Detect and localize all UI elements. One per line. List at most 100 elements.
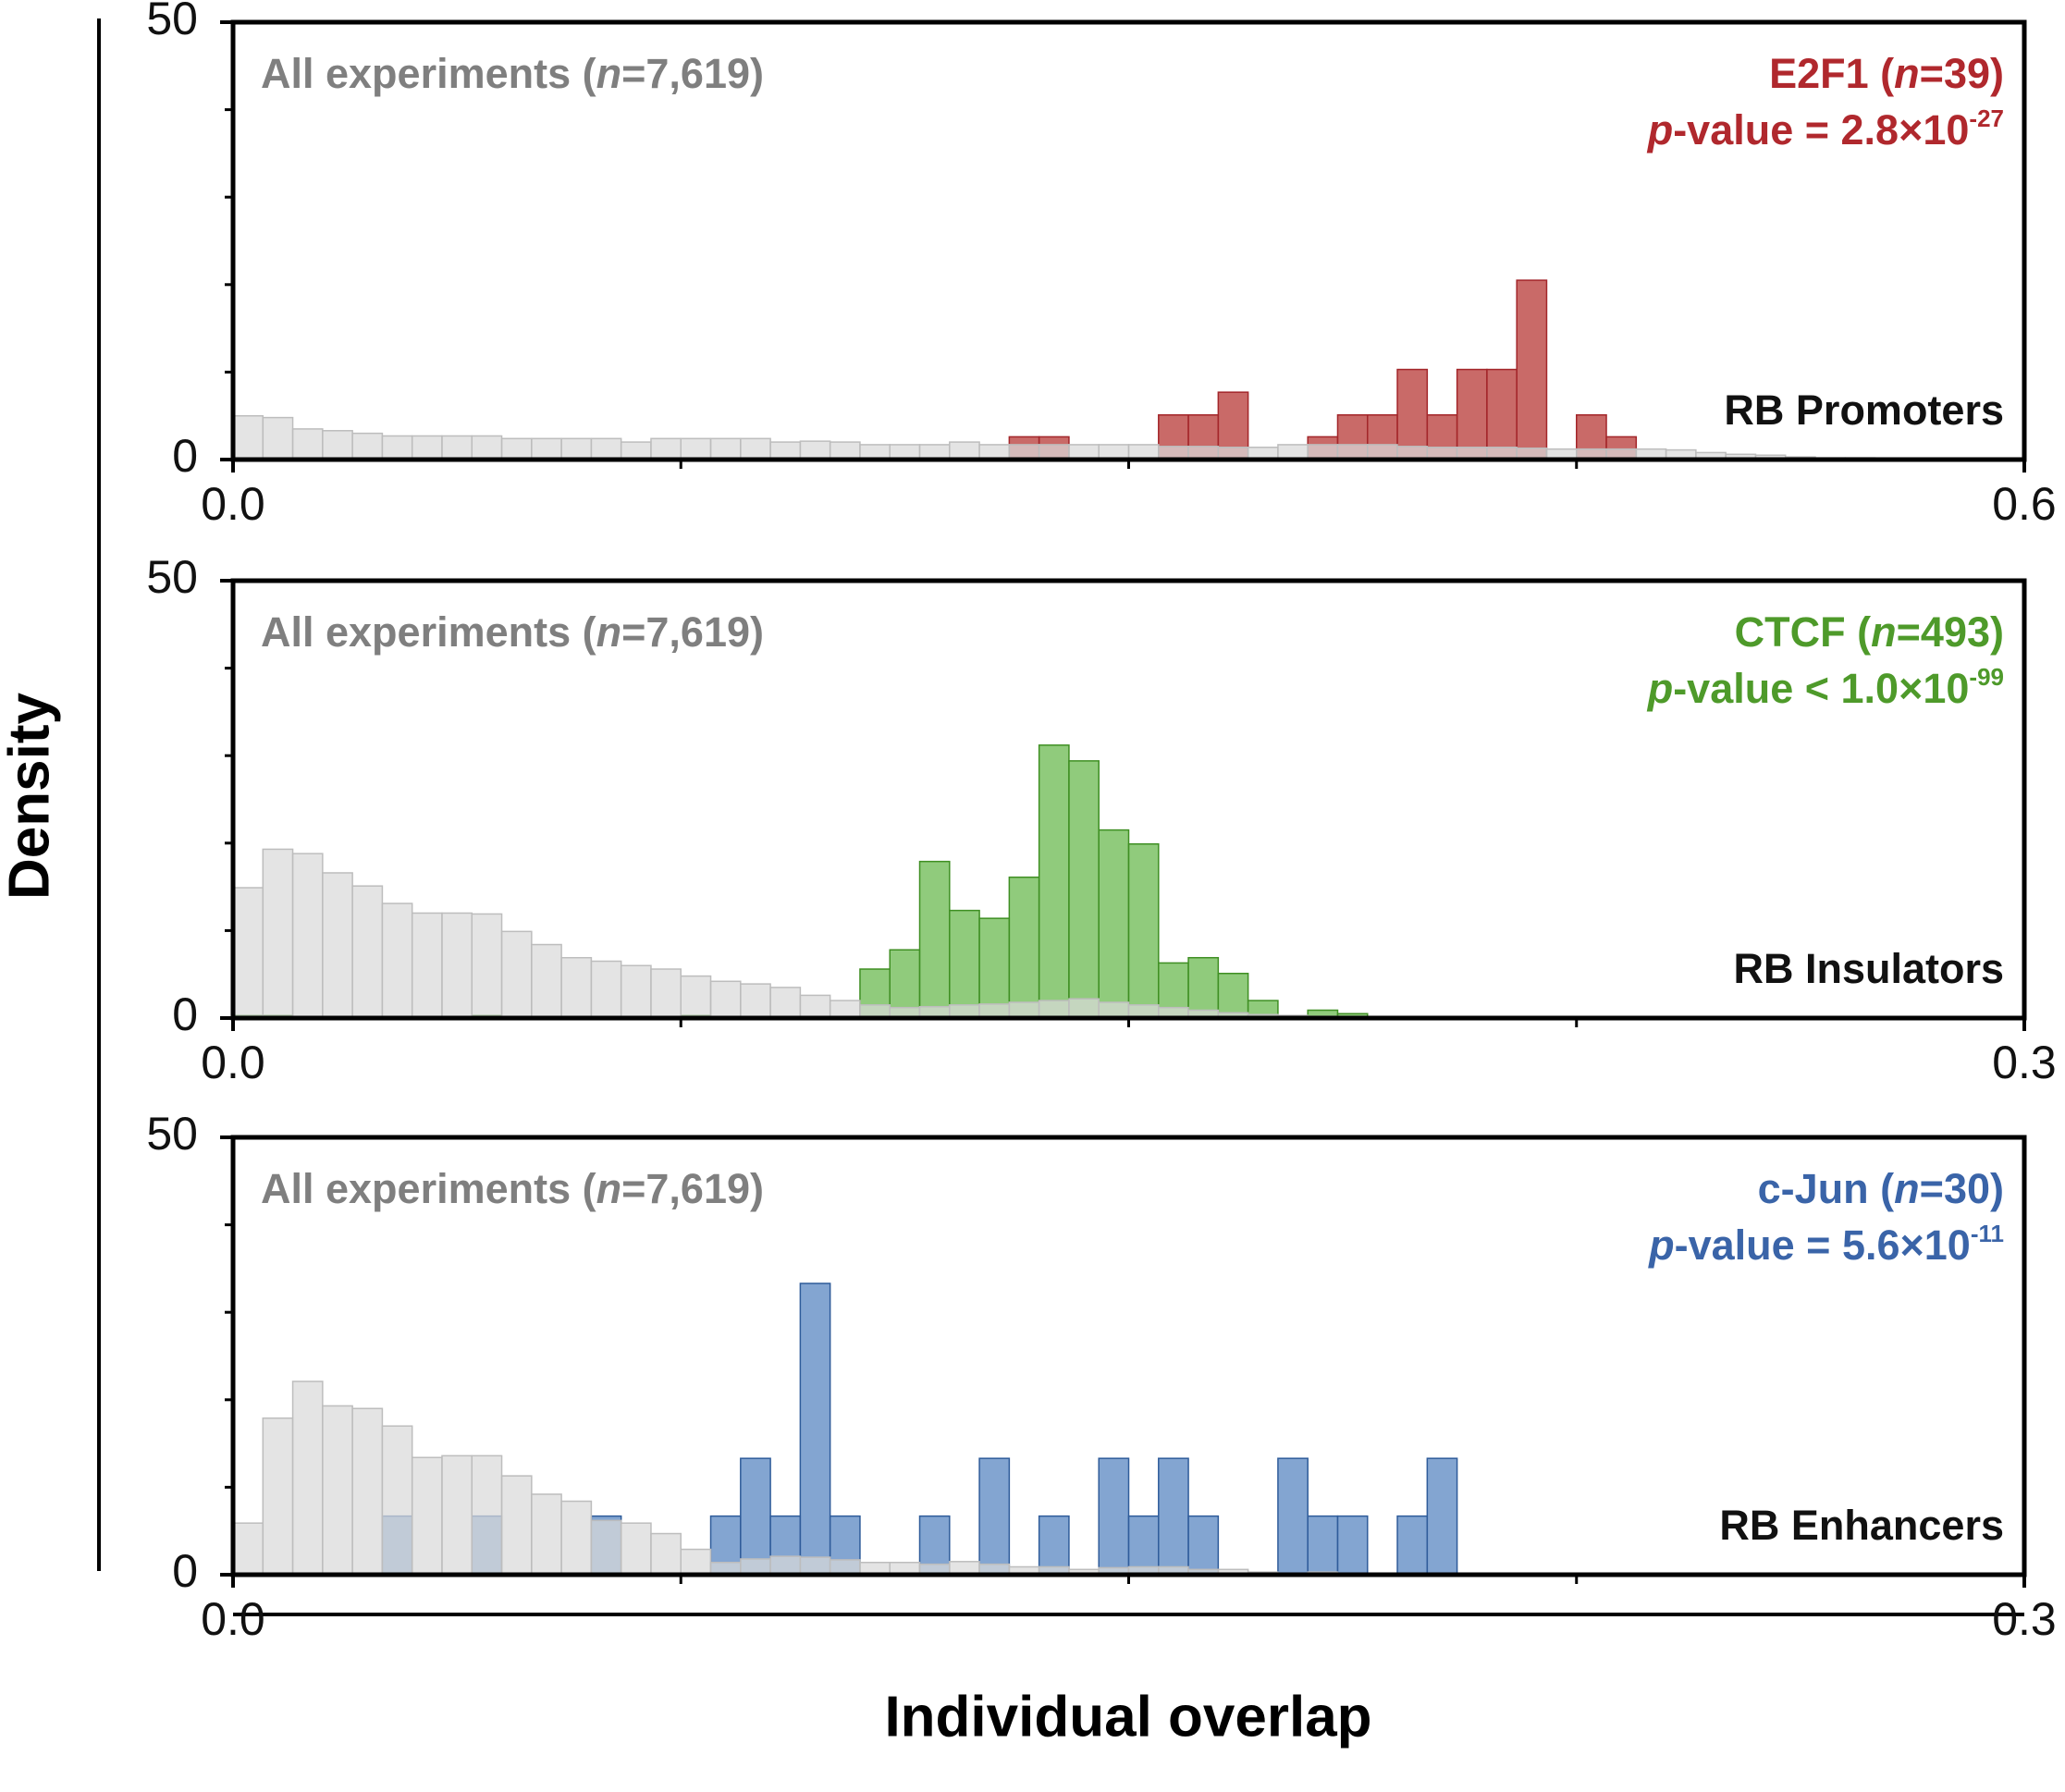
- histogram-bar: [531, 1493, 562, 1576]
- histogram-bar: [322, 872, 353, 1019]
- histogram-bar: [590, 437, 622, 460]
- histogram-bar: [799, 994, 831, 1019]
- histogram-bar: [949, 909, 980, 1019]
- histogram-bar: [799, 440, 831, 460]
- p-value: p-value = 5.6×10-11: [1648, 1220, 2004, 1269]
- y-tick-label: 50: [146, 1108, 198, 1160]
- text-run: -27: [1969, 104, 2004, 132]
- histogram-bar: [620, 964, 652, 1019]
- text-run: =7,619): [621, 50, 764, 97]
- p-value: p-value = 2.8×10-27: [1647, 104, 2004, 153]
- histogram-bar: [1038, 1515, 1070, 1576]
- text-run: -value = 2.8×10: [1673, 106, 1969, 153]
- histogram-bar: [322, 430, 353, 460]
- histogram-bar: [1038, 744, 1070, 1019]
- histogram-bar: [650, 968, 682, 1019]
- histogram-bar: [740, 1558, 771, 1576]
- text-run: -11: [1971, 1220, 2004, 1247]
- histogram-bar: [1396, 1515, 1429, 1576]
- histogram-bar: [441, 912, 473, 1019]
- histogram-bar: [531, 943, 562, 1019]
- histogram-bar: [232, 887, 264, 1019]
- histogram-bar: [1187, 1515, 1220, 1576]
- text-run: -99: [1969, 663, 2004, 691]
- legend-label: c-Jun (n=30): [1758, 1165, 2004, 1212]
- histogram-bar: [381, 435, 413, 460]
- text-run: =39): [1920, 50, 2004, 97]
- text-run: n: [1894, 50, 1920, 97]
- histogram-bar: [1307, 1515, 1339, 1576]
- histogram-bar: [322, 1405, 353, 1576]
- histogram-bar: [1516, 279, 1548, 460]
- x-tick-label: 0.0: [201, 1037, 265, 1088]
- histogram-bar: [1068, 998, 1100, 1019]
- x-tick-label: 0.0: [201, 1593, 265, 1645]
- histogram-bar: [381, 902, 413, 1019]
- histogram-bar: [829, 441, 861, 460]
- histogram-bar: [1426, 1457, 1458, 1576]
- panel-label: RB Promoters: [1724, 387, 2004, 434]
- histogram-bar: [680, 1548, 712, 1576]
- histogram-bar: [769, 441, 802, 460]
- histogram-bar: [949, 441, 980, 460]
- histogram-bar: [769, 987, 802, 1019]
- histogram-bar: [1098, 1457, 1130, 1576]
- histogram-bar: [471, 1454, 503, 1576]
- histogram-bar: [799, 1283, 831, 1576]
- text-run: p: [1648, 1221, 1675, 1269]
- x-tick-label: 0.3: [1992, 1593, 2057, 1645]
- text-run: c-Jun (: [1758, 1165, 1895, 1212]
- histogram-bar: [1127, 842, 1160, 1019]
- histogram-bar: [1098, 828, 1130, 1019]
- histogram-bar: [740, 1457, 771, 1576]
- text-run: p: [1647, 665, 1674, 712]
- histogram-bar: [1277, 1457, 1309, 1576]
- histogram-bar: [680, 437, 712, 460]
- histogram-bar: [1158, 1457, 1189, 1576]
- histogram-bar: [1486, 368, 1518, 460]
- text-run: E2F1 (: [1769, 50, 1894, 97]
- y-tick-label: 0: [172, 1545, 198, 1597]
- legend-label: CTCF (n=493): [1735, 608, 2004, 656]
- text-run: =493): [1897, 608, 2004, 656]
- histogram-bar: [262, 848, 294, 1019]
- histogram-bar: [262, 416, 294, 460]
- text-run: n: [596, 1165, 622, 1212]
- text-run: -value = 5.6×10: [1675, 1221, 1971, 1269]
- histogram-bar: [740, 437, 771, 460]
- legend-label: All experiments (n=7,619): [261, 1165, 764, 1212]
- x-axis-title: Individual overlap: [884, 1685, 1371, 1749]
- histogram-bar: [262, 1417, 294, 1576]
- panel-label: RB Enhancers: [1719, 1502, 2004, 1549]
- text-run: -value < 1.0×10: [1673, 665, 1969, 712]
- histogram-bar: [441, 435, 473, 460]
- histogram-bar: [500, 437, 533, 460]
- histogram-bar: [291, 1381, 324, 1576]
- histogram-bar: [1098, 1001, 1130, 1019]
- histogram-bar: [381, 1425, 413, 1576]
- text-run: n: [1894, 1165, 1920, 1212]
- text-run: =7,619): [621, 608, 764, 656]
- histogram-bar: [471, 435, 503, 460]
- histogram-bar: [978, 1457, 1011, 1576]
- histogram-bar: [411, 435, 443, 460]
- histogram-bar: [232, 1522, 264, 1576]
- histogram-bar: [1008, 876, 1040, 1019]
- panel-label: RB Insulators: [1733, 945, 2004, 992]
- text-run: =7,619): [621, 1165, 764, 1212]
- histogram-bar: [291, 853, 324, 1019]
- histogram-bar: [531, 437, 562, 460]
- x-tick-label: 0.3: [1992, 1037, 2057, 1088]
- histogram-bar: [351, 1407, 384, 1576]
- histogram-bar: [232, 414, 264, 460]
- histogram-bar: [1336, 1515, 1369, 1576]
- histogram-bar: [441, 1454, 473, 1576]
- histogram-bar: [351, 885, 384, 1019]
- histogram-bar: [1038, 1000, 1070, 1019]
- histogram-bar: [799, 1556, 831, 1576]
- histogram-bar: [620, 1522, 652, 1576]
- histogram-bar: [918, 860, 951, 1019]
- p-value: p-value < 1.0×10-99: [1647, 663, 2004, 712]
- x-tick-label: 0.6: [1992, 478, 2057, 530]
